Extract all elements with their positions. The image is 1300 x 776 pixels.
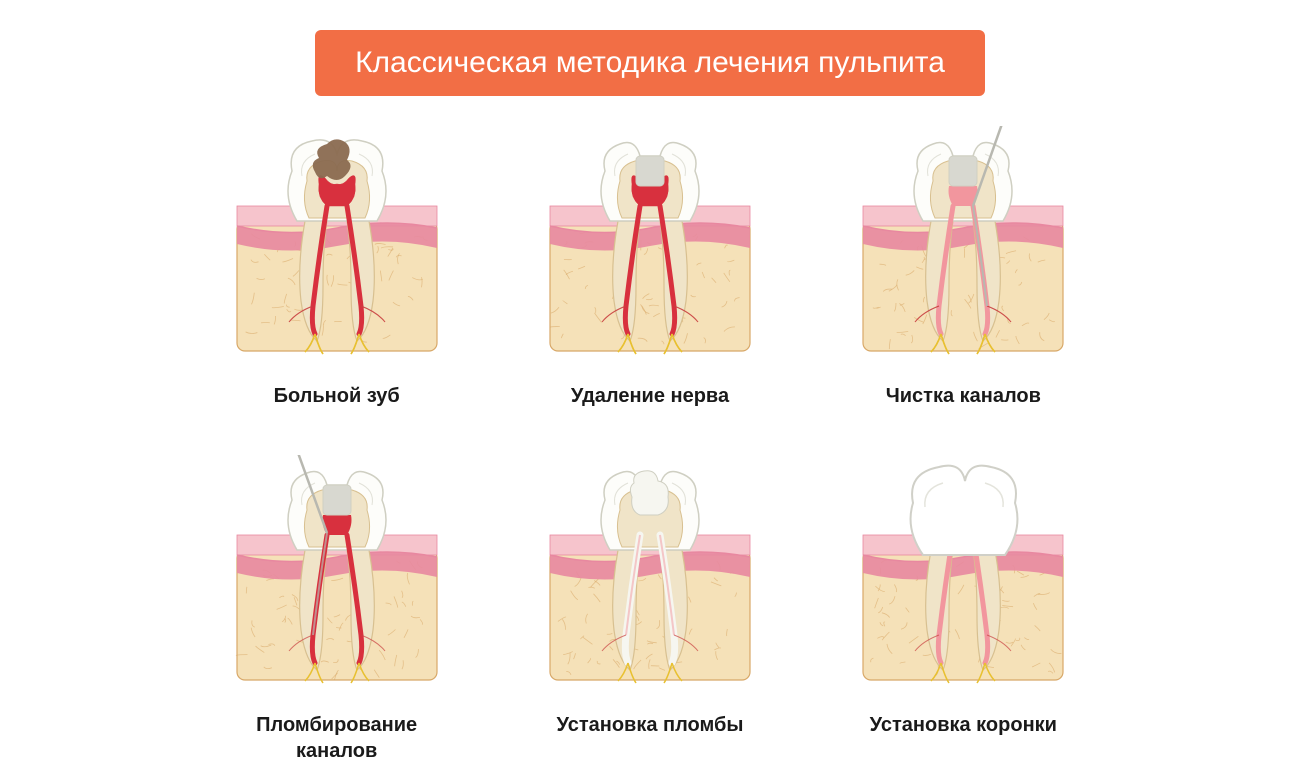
step-caption: Установка пломбы (557, 712, 744, 738)
step-caption: Пломбирование каналов (256, 712, 417, 764)
tooth-illustration-nerve_removal (540, 126, 760, 371)
step-cell-step2: Удаление нерва (513, 126, 786, 435)
step-cell-step3: Чистка каналов (827, 126, 1100, 435)
title-banner: Классическая методика лечения пульпита (315, 30, 985, 96)
tooth-illustration-canal_clean (853, 126, 1073, 371)
step-cell-step5: Установка пломбы (513, 455, 786, 764)
steps-grid: Больной зуб Удаление нер (200, 126, 1100, 764)
step-caption: Чистка каналов (886, 383, 1041, 409)
step-caption: Больной зуб (274, 383, 400, 409)
title-text: Классическая методика лечения пульпита (355, 46, 945, 79)
tooth-illustration-filling (540, 455, 760, 700)
step-caption: Установка коронки (870, 712, 1057, 738)
step-caption: Удаление нерва (571, 383, 729, 409)
step-cell-step6: Установка коронки (827, 455, 1100, 764)
tooth-illustration-diseased (227, 126, 447, 371)
tooth-illustration-canal_fill (227, 455, 447, 700)
tooth-illustration-crown (853, 455, 1073, 700)
step-cell-step4: Пломбирование каналов (200, 455, 473, 764)
step-cell-step1: Больной зуб (200, 126, 473, 435)
